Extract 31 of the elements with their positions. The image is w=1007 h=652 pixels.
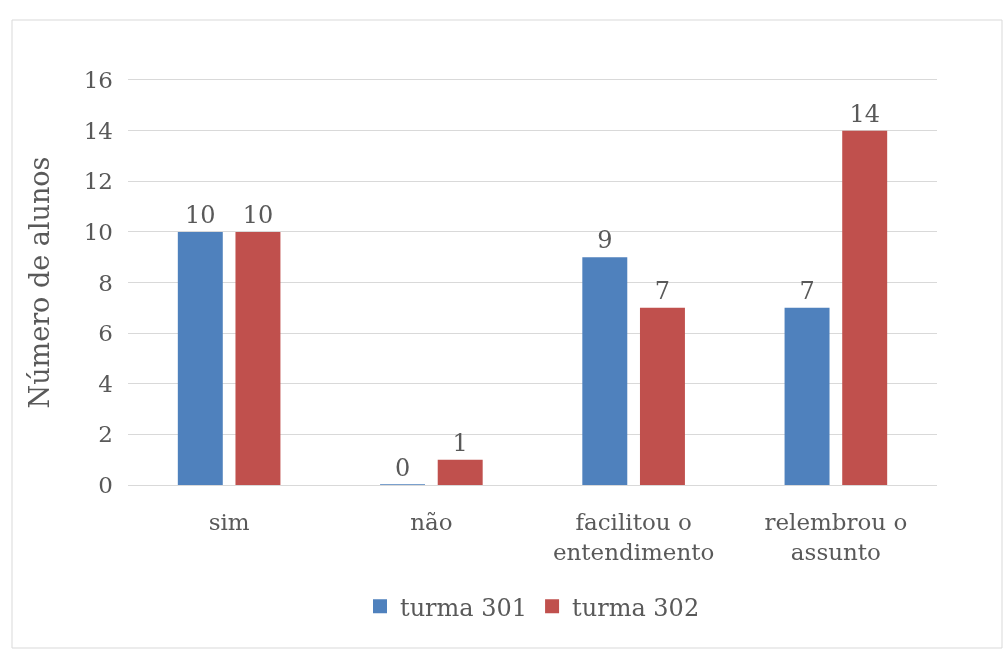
data-label: 1 [452, 428, 468, 457]
legend-label: turma 302 [572, 593, 700, 622]
legend-label: turma 301 [400, 593, 528, 622]
data-label: 7 [799, 276, 815, 305]
data-label: 0 [394, 454, 411, 482]
bar [177, 231, 223, 485]
y-tick-label: 14 [83, 117, 113, 144]
y-tick-label: 8 [98, 269, 113, 296]
x-tick-label: relembrou o assunto [764, 508, 908, 565]
y-tick-label: 0 [98, 472, 113, 499]
y-tick-label: 6 [98, 320, 113, 347]
data-label: 9 [597, 226, 613, 255]
y-tick-label: 10 [83, 218, 113, 245]
x-tick-label: sim [208, 508, 250, 535]
bar [842, 130, 888, 485]
x-tick-label: facilitou o entendimento [552, 508, 715, 565]
x-tick-label: não [410, 508, 453, 535]
y-tick-label: 12 [83, 168, 113, 195]
bar [784, 307, 830, 485]
data-label: 10 [242, 200, 274, 229]
y-axis-title: Número de alunos [23, 156, 55, 409]
y-tick-label: 4 [98, 370, 113, 397]
data-label: 10 [185, 200, 216, 229]
data-label: 14 [849, 99, 880, 128]
bar [582, 257, 628, 485]
bar [437, 459, 483, 485]
bar [639, 307, 685, 485]
y-tick-label: 2 [98, 421, 113, 448]
y-tick-label: 16 [83, 67, 113, 94]
bar [235, 231, 281, 485]
data-label: 7 [654, 276, 671, 305]
